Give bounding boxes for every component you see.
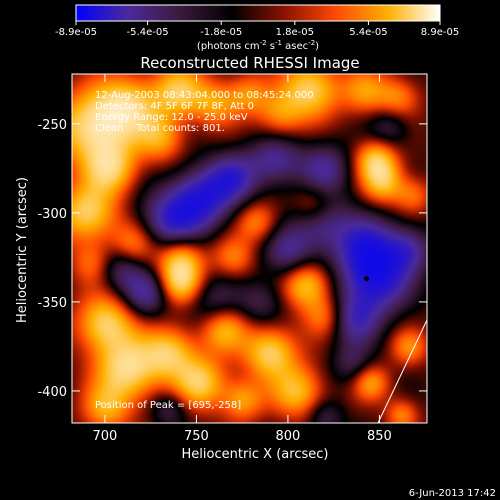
y-tick-label: -400 <box>37 385 67 400</box>
plot-frame <box>71 73 428 424</box>
annotation-detectors: Detectors: 4F 5F 6F 7F 8F, Att 0 <box>95 101 254 112</box>
x-axis-label: Heliocentric X (arcsec) <box>182 447 329 462</box>
y-tick-label: -250 <box>37 118 67 133</box>
peak-marker <box>364 276 370 282</box>
x-tick-label: 850 <box>367 429 392 444</box>
heatmap-image-holder <box>72 74 427 423</box>
colorbar-tick-label: 1.8e-05 <box>276 27 314 38</box>
annotation-time: 12-Aug-2003 08:43:04.000 to 08:45:24.000 <box>95 90 314 101</box>
colorbar-ticks: -8.9e-05 -5.4e-05 -1.8e-05 1.8e-05 5.4e-05 8.… <box>55 21 459 38</box>
colorbar-tick-label: -1.8e-05 <box>200 27 242 38</box>
colorbar-tick-label: -5.4e-05 <box>127 27 169 38</box>
colorbar-unit-label: (photons cm-2 s-1 asec-2) <box>197 39 319 52</box>
x-tick-label: 750 <box>184 429 209 444</box>
y-axis-label: Heliocentric Y (arcsec) <box>15 177 30 323</box>
y-tick-label: -350 <box>37 296 67 311</box>
plot-area: 700 750 800 850 -250 -300 -350 -400 <box>37 73 428 444</box>
heatmap-canvas <box>72 74 427 423</box>
colorbar-tick-label: -8.9e-05 <box>55 27 97 38</box>
colorbar-tick-label: 5.4e-05 <box>349 27 387 38</box>
peak-position-label: Position of Peak = [695,-258] <box>95 400 241 411</box>
colorbar <box>75 4 441 22</box>
chart-title: Reconstructed RHESSI Image <box>140 54 359 72</box>
footer-date: 6-Jun-2013 17:42 <box>409 488 496 499</box>
annotation-counts: Clean Total counts: 801. <box>95 123 225 134</box>
axis-ticks: 700 750 800 850 -250 -300 -350 -400 <box>37 74 427 444</box>
colorbar-tick-label: 8.9e-05 <box>421 27 459 38</box>
limb-line <box>377 319 428 424</box>
annotation-energy: Energy Range: 12.0 - 25.0 keV <box>95 112 248 123</box>
x-tick-label: 800 <box>276 429 301 444</box>
y-tick-label: -300 <box>37 207 67 222</box>
x-tick-label: 700 <box>93 429 118 444</box>
